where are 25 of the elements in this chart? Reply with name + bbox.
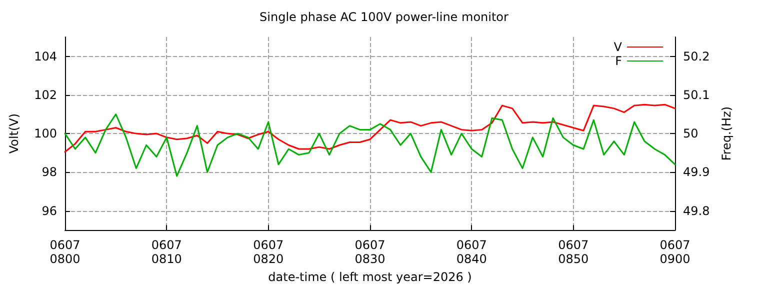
x-tick-label: 0607 0900 (660, 238, 690, 266)
legend-label: F (615, 54, 622, 68)
x-tick-label: 0607 0820 (253, 238, 284, 266)
y-tick-label: 98 (42, 165, 57, 180)
x-tick-label: 0607 0840 (456, 238, 487, 266)
y2-tick-label: 49.9 (683, 165, 710, 180)
y2-tick-label: 50.2 (683, 49, 710, 64)
x-axis-title: date-time ( left most year=2026 ) (268, 270, 472, 284)
y2-tick-label: 50.1 (683, 88, 710, 102)
x-tick-label: 0607 0850 (558, 238, 589, 266)
y2-axis-title: Freq.(Hz) (720, 106, 734, 161)
y-tick-label: 104 (34, 49, 57, 64)
line-series (64, 104, 676, 153)
y-axis-title: Volt(V) (7, 113, 21, 154)
x-tick-label: 0607 0830 (354, 238, 386, 266)
chart-title: Single phase AC 100V power-line monitor (260, 10, 509, 24)
x-tick-label: 0607 0800 (50, 238, 80, 266)
y-tick-label: 100 (34, 126, 57, 141)
line-series (64, 113, 676, 177)
y-tick-label: 102 (34, 88, 57, 102)
legend-label: V (614, 40, 623, 54)
x-tick-label: 0607 0810 (151, 238, 182, 266)
y2-tick-label: 50 (683, 126, 698, 141)
y-tick-label: 96 (42, 204, 57, 218)
y2-tick-label: 49.8 (683, 204, 710, 218)
